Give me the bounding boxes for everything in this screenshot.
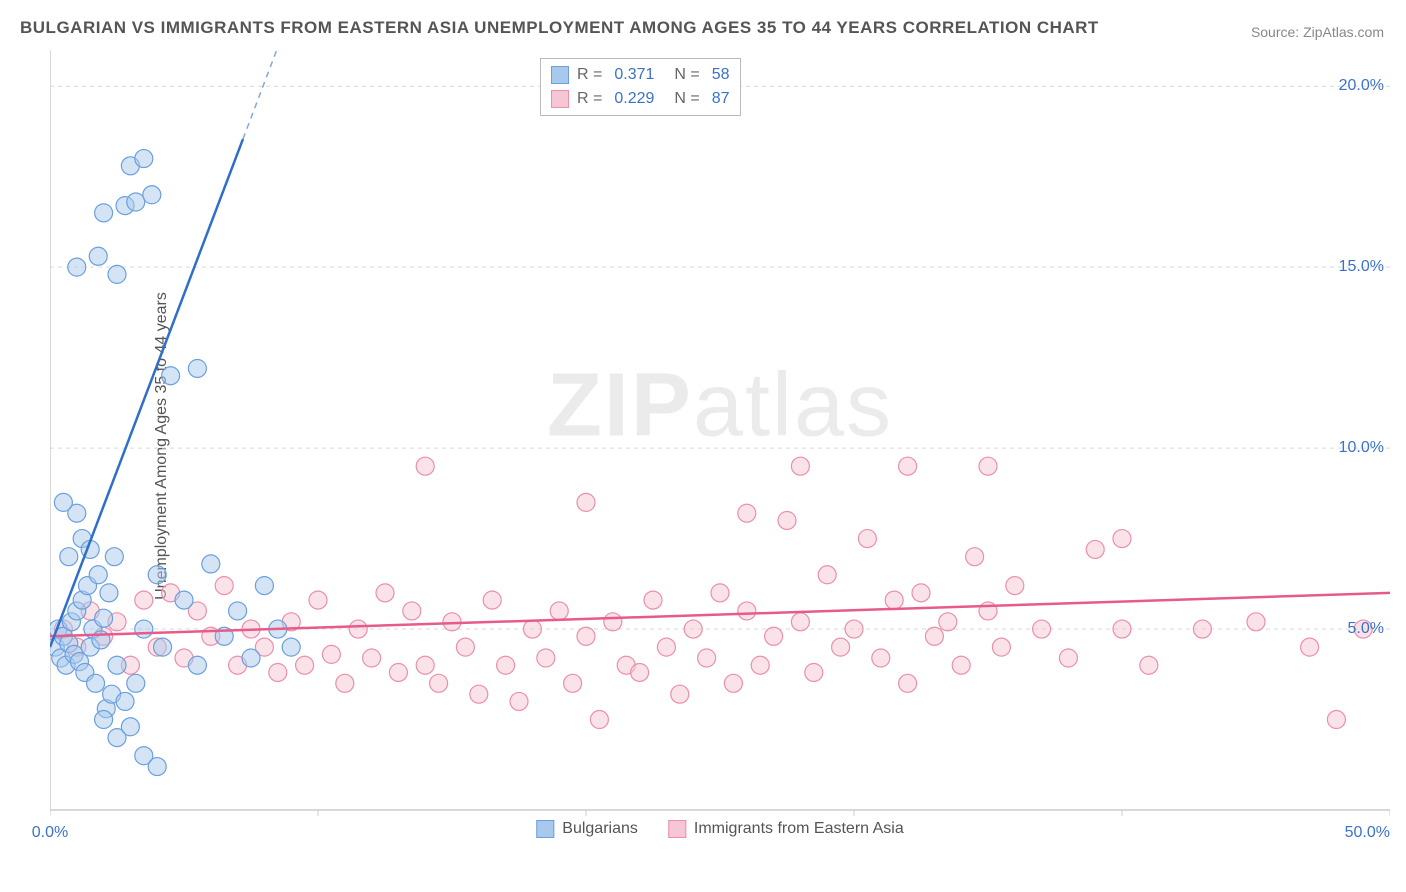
y-tick-label: 5.0% — [1348, 620, 1384, 638]
legend-swatch-series1 — [536, 820, 554, 838]
legend-stats: R = 0.371 N = 58 R = 0.229 N = 87 — [540, 58, 741, 116]
legend-n-value: 87 — [712, 87, 730, 111]
chart-title: BULGARIAN VS IMMIGRANTS FROM EASTERN ASI… — [20, 18, 1099, 38]
legend-stats-row: R = 0.371 N = 58 — [551, 63, 730, 87]
legend-r-value: 0.229 — [614, 87, 654, 111]
legend-series: Bulgarians Immigrants from Eastern Asia — [536, 820, 903, 838]
legend-n-label: N = — [674, 63, 699, 87]
legend-r-label: R = — [577, 63, 602, 87]
x-tick-label: 50.0% — [1345, 824, 1390, 842]
legend-r-label: R = — [577, 87, 602, 111]
legend-stats-row: R = 0.229 N = 87 — [551, 87, 730, 111]
legend-r-value: 0.371 — [614, 63, 654, 87]
legend-item: Bulgarians — [536, 820, 638, 838]
legend-n-label: N = — [674, 87, 699, 111]
legend-n-value: 58 — [712, 63, 730, 87]
x-tick-label: 0.0% — [32, 824, 68, 842]
legend-swatch-series2 — [551, 90, 569, 108]
source-label: Source: ZipAtlas.com — [1251, 24, 1384, 40]
y-tick-label: 15.0% — [1339, 258, 1384, 276]
legend-label: Bulgarians — [562, 820, 638, 838]
chart-svg — [50, 50, 1390, 840]
legend-swatch-series1 — [551, 66, 569, 84]
plot-area: ZIPatlas R = 0.371 N = 58 R = 0.229 N = … — [50, 50, 1390, 840]
y-tick-label: 10.0% — [1339, 439, 1384, 457]
legend-label: Immigrants from Eastern Asia — [694, 820, 904, 838]
legend-item: Immigrants from Eastern Asia — [668, 820, 904, 838]
legend-swatch-series2 — [668, 820, 686, 838]
y-tick-label: 20.0% — [1339, 77, 1384, 95]
